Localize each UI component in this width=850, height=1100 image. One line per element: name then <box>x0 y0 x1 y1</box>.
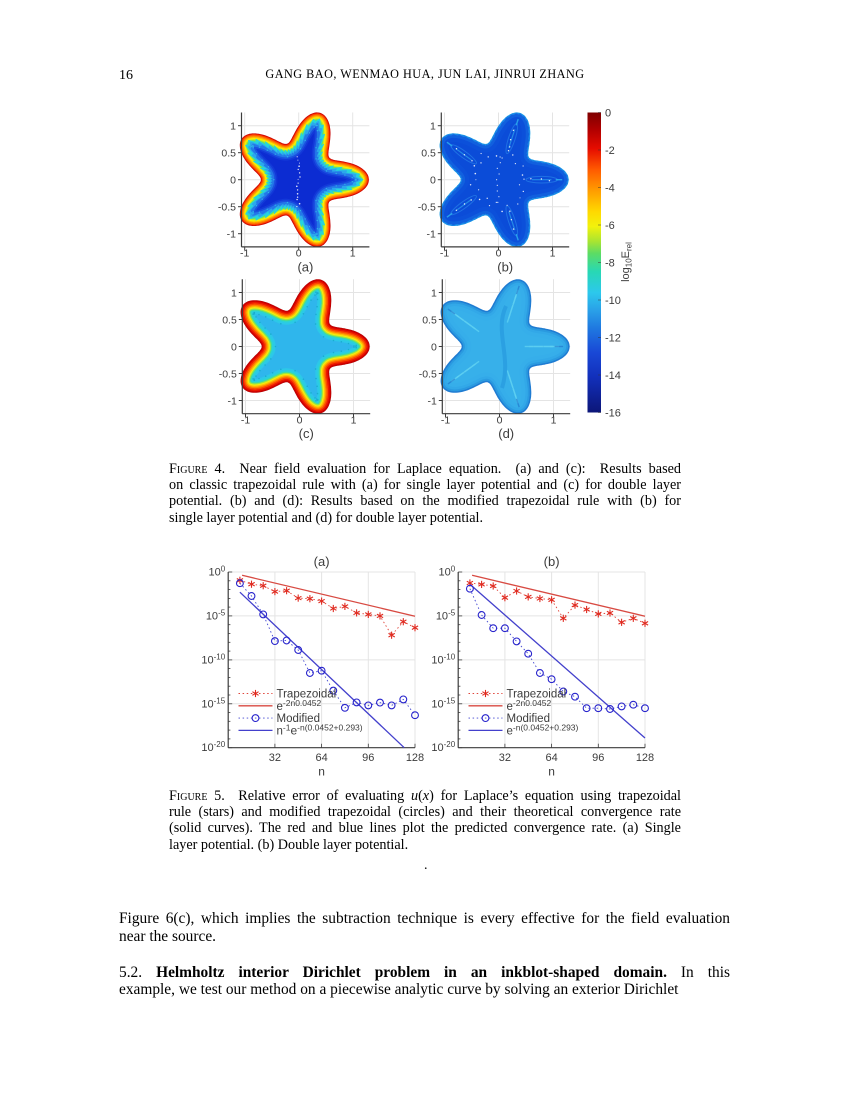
svg-text:-8: -8 <box>605 257 615 269</box>
svg-text:0: 0 <box>297 415 303 427</box>
svg-text:1: 1 <box>551 415 557 427</box>
svg-text:10-10: 10-10 <box>201 652 225 666</box>
svg-text:e-2n0.0452: e-2n0.0452 <box>507 698 552 713</box>
svg-text:Trapezoidal: Trapezoidal <box>277 689 337 701</box>
svg-text:-4: -4 <box>605 182 615 194</box>
svg-text:-1: -1 <box>227 229 236 241</box>
svg-text:(d): (d) <box>498 426 514 441</box>
svg-text:-16: -16 <box>605 407 621 419</box>
svg-text:1: 1 <box>230 121 236 133</box>
svg-text:-2: -2 <box>605 145 615 157</box>
svg-text:-0.5: -0.5 <box>218 202 236 214</box>
svg-text:-1: -1 <box>227 395 236 407</box>
svg-text:(a): (a) <box>297 259 313 274</box>
svg-text:96: 96 <box>592 752 604 764</box>
svg-text:-1: -1 <box>240 248 249 260</box>
svg-text:10-15: 10-15 <box>201 696 225 710</box>
svg-text:10-20: 10-20 <box>431 740 455 754</box>
svg-text:10-15: 10-15 <box>431 696 455 710</box>
svg-text:-1: -1 <box>440 248 449 260</box>
svg-text:1: 1 <box>350 248 356 260</box>
svg-text:0.5: 0.5 <box>421 148 436 160</box>
svg-text:0: 0 <box>231 341 237 353</box>
svg-text:96: 96 <box>362 752 374 764</box>
svg-text:10-20: 10-20 <box>201 740 225 754</box>
svg-text:-14: -14 <box>605 370 621 382</box>
svg-text:Modified: Modified <box>277 713 320 725</box>
svg-text:32: 32 <box>499 752 511 764</box>
svg-text:-6: -6 <box>605 220 615 232</box>
svg-text:n: n <box>318 765 325 779</box>
svg-text:64: 64 <box>545 752 557 764</box>
svg-text:1: 1 <box>431 287 437 299</box>
svg-text:-0.5: -0.5 <box>219 368 237 380</box>
svg-text:0: 0 <box>431 341 437 353</box>
svg-text:Trapezoidal: Trapezoidal <box>507 689 567 701</box>
svg-text:0.5: 0.5 <box>221 148 236 160</box>
svg-text:(b): (b) <box>544 554 560 569</box>
svg-text:-1: -1 <box>427 395 436 407</box>
svg-text:32: 32 <box>269 752 281 764</box>
svg-text:10-10: 10-10 <box>431 652 455 666</box>
svg-text:10-5: 10-5 <box>206 608 226 622</box>
svg-text:128: 128 <box>636 752 654 764</box>
svg-text:n-1e-n(0.0452+0.293): n-1e-n(0.0452+0.293) <box>277 722 363 737</box>
svg-text:64: 64 <box>315 752 327 764</box>
svg-text:0: 0 <box>605 107 611 119</box>
svg-text:1: 1 <box>351 415 357 427</box>
svg-text:-0.5: -0.5 <box>419 368 437 380</box>
svg-text:-1: -1 <box>426 229 435 241</box>
svg-text:0: 0 <box>496 248 502 260</box>
svg-text:100: 100 <box>438 565 455 579</box>
svg-text:0.5: 0.5 <box>222 314 237 326</box>
svg-text:-0.5: -0.5 <box>418 202 436 214</box>
svg-text:1: 1 <box>231 287 237 299</box>
svg-text:-1: -1 <box>241 415 250 427</box>
svg-text:10-5: 10-5 <box>436 608 456 622</box>
svg-text:Modified: Modified <box>507 713 550 725</box>
svg-text:n: n <box>548 765 555 779</box>
svg-text:-10: -10 <box>605 295 621 307</box>
svg-text:(c): (c) <box>299 426 314 441</box>
svg-text:e-2n0.0452: e-2n0.0452 <box>277 698 322 713</box>
svg-text:1: 1 <box>430 121 436 133</box>
svg-text:(b): (b) <box>497 259 513 274</box>
svg-text:-12: -12 <box>605 332 621 344</box>
svg-text:100: 100 <box>208 565 225 579</box>
svg-text:0: 0 <box>230 175 236 187</box>
svg-text:1: 1 <box>550 248 556 260</box>
svg-text:128: 128 <box>406 752 424 764</box>
svg-text:0: 0 <box>296 248 302 260</box>
svg-text:e-n(0.0452+0.293): e-n(0.0452+0.293) <box>507 722 579 737</box>
svg-text:0: 0 <box>430 175 436 187</box>
svg-text:log10Erel: log10Erel <box>620 242 634 282</box>
svg-text:0: 0 <box>497 415 503 427</box>
svg-text:-1: -1 <box>441 415 450 427</box>
svg-text:(a): (a) <box>314 554 330 569</box>
svg-text:0.5: 0.5 <box>422 314 437 326</box>
